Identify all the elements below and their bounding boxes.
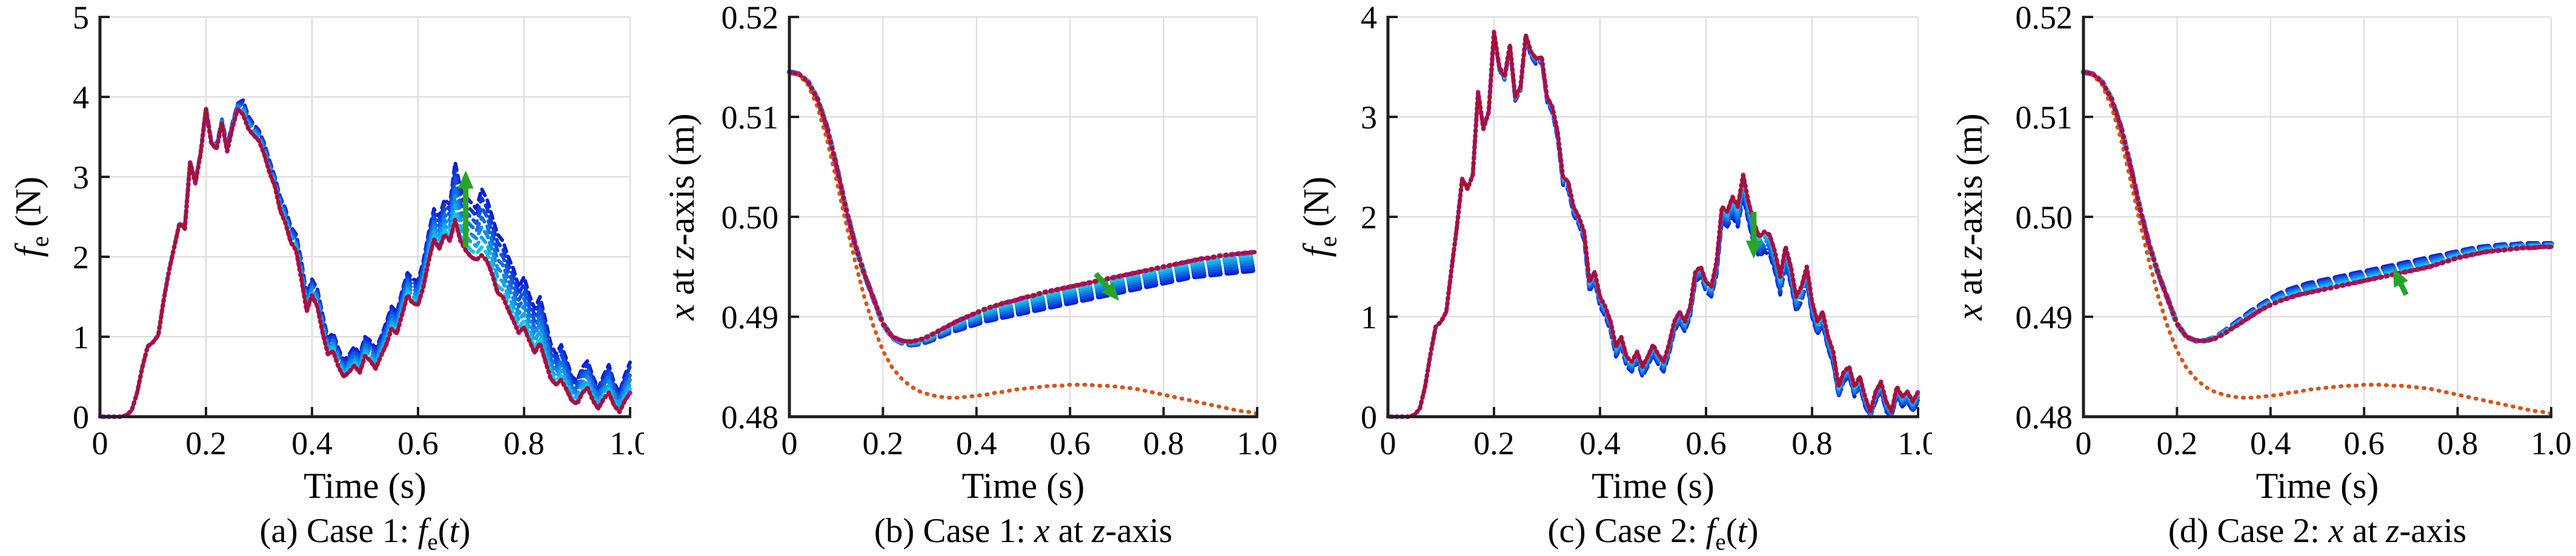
x-axis-label-a: Time (s) (304, 466, 427, 506)
caption-c: (c) Case 2: fe(t) (1547, 512, 1759, 555)
x-tick-label: 0.6 (2343, 425, 2385, 462)
y-axis-label-d: x at z-axis (m) (1950, 113, 1990, 320)
y-tick-label: 0.49 (2016, 299, 2073, 336)
y-tick-label: 4 (1361, 0, 1377, 36)
x-tick-label: 0.4 (291, 425, 333, 462)
subplot-c: 0 1 2 3 4 0 0.2 0.4 0.6 0.8 1.0 fe (N) Time (s) (c… (1288, 0, 1932, 556)
y-tick-label: 5 (73, 0, 89, 36)
series-fan-c (1386, 33, 1920, 419)
x-tick-label: 0.6 (1049, 425, 1090, 462)
x-tick-label: 0.8 (1143, 425, 1184, 462)
plot-svg-c: 0 1 2 3 4 0 0.2 0.4 0.6 0.8 1.0 (1361, 0, 1932, 462)
y-tick-label: 3 (73, 159, 89, 196)
series-nominal-b (787, 70, 1260, 344)
x-axis-label-c: Time (s) (1592, 466, 1715, 506)
series-nominal-a (98, 107, 632, 419)
series-fan-d (2080, 69, 2554, 344)
series-reference-b (787, 70, 1260, 416)
y-tick-label: 0 (73, 399, 89, 435)
x-tick-label: 1.0 (1237, 425, 1278, 462)
trend-arrow-head (2393, 268, 2408, 288)
y-tick-label: 1 (1361, 299, 1377, 336)
y-axis-label-a: fe (N) (8, 176, 54, 257)
trend-arrow-head (1101, 282, 1120, 301)
x-tick-label: 0.4 (2250, 425, 2291, 462)
y-tick-label: 4 (73, 79, 89, 116)
series-fan-b (786, 69, 1260, 345)
series-fan-c (1386, 32, 1920, 419)
x-axis-label-d: Time (s) (2256, 466, 2379, 506)
series-fan-d (2080, 69, 2554, 344)
x-tick-label: 0.6 (397, 425, 439, 462)
y-tick-label: 0 (1361, 399, 1377, 435)
x-tick-label: 0.8 (2437, 425, 2478, 462)
x-tick-label: 1.0 (1897, 425, 1932, 462)
subplot-b: 0.48 0.49 0.50 0.51 0.52 0 0.2 0.4 0.6 0.8 1.0 x a… (644, 0, 1288, 556)
caption-d: (d) Case 2: x at z-axis (2168, 512, 2467, 550)
x-tick-label: 0.4 (1579, 425, 1621, 462)
y-tick-label: 0.48 (722, 399, 779, 435)
y-tick-label: 3 (1361, 99, 1377, 136)
x-tick-label: 0.6 (1685, 425, 1727, 462)
y-tick-label: 2 (73, 239, 89, 276)
y-tick-label: 0.49 (722, 299, 779, 336)
y-axis-label-c: fe (N) (1296, 176, 1342, 257)
x-tick-label: 0.2 (863, 425, 904, 462)
y-tick-label: 0.52 (722, 0, 779, 36)
x-tick-label: 1.0 (2531, 425, 2572, 462)
series-magenta-d (2080, 69, 2554, 343)
x-tick-label: 0.2 (185, 425, 227, 462)
caption-a: (a) Case 1: fe(t) (259, 512, 471, 555)
caption-b: (b) Case 1: x at z-axis (874, 512, 1173, 550)
x-tick-label: 0.4 (956, 425, 997, 462)
x-tick-label: 0 (1380, 425, 1396, 462)
trend-arrow-head (457, 170, 474, 189)
y-tick-label: 1 (73, 319, 89, 356)
series-nominal-c (1386, 30, 1920, 419)
series-fan-d (2080, 69, 2554, 344)
y-tick-label: 0.51 (2016, 99, 2073, 136)
x-tick-label: 1.0 (609, 425, 644, 462)
y-tick-label: 0.51 (722, 99, 779, 136)
subplot-d: 0.48 0.49 0.50 0.51 0.52 0 0.2 0.4 0.6 0.8 1.0 x a… (1932, 0, 2576, 556)
series-fan-d (2080, 69, 2554, 344)
y-tick-label: 2 (1361, 199, 1377, 236)
x-tick-label: 0 (782, 425, 798, 462)
series-fan-d (2080, 69, 2554, 344)
y-tick-label: 0.50 (2016, 199, 2073, 236)
plot-svg-d: 0.48 0.49 0.50 0.51 0.52 0 0.2 0.4 0.6 0.8 1.0 (2016, 0, 2572, 462)
series-nominal-d (2081, 70, 2554, 343)
x-tick-label: 0.2 (1473, 425, 1515, 462)
series-fan-d (2080, 69, 2554, 344)
subplot-a: 0 1 2 3 4 5 0 0.2 0.4 0.6 0.8 1.0 fe (N) Time (s) (… (0, 0, 644, 556)
x-tick-label: 0.8 (1791, 425, 1833, 462)
plot-svg-b: 0.48 0.49 0.50 0.51 0.52 0 0.2 0.4 0.6 0.8 1.0 (722, 0, 1278, 462)
series-fan-a (98, 105, 632, 419)
x-axis-label-b: Time (s) (961, 466, 1085, 506)
trend-arrow-head (1745, 240, 1762, 259)
series-magenta-a (98, 107, 632, 419)
y-tick-label: 0.52 (2016, 0, 2073, 36)
x-tick-label: 0.2 (2157, 425, 2198, 462)
series-fan-d (2080, 69, 2554, 344)
series-fan-c (1386, 33, 1920, 419)
x-tick-label: 0 (92, 425, 108, 462)
x-tick-label: 0.8 (503, 425, 545, 462)
y-tick-label: 0.50 (722, 199, 779, 236)
plot-svg-a: 0 1 2 3 4 5 0 0.2 0.4 0.6 0.8 1.0 (73, 0, 644, 462)
y-axis-label-b: x at z-axis (m) (662, 113, 702, 320)
x-tick-label: 0 (2076, 425, 2092, 462)
series-reference-d (2081, 70, 2554, 416)
y-tick-label: 0.48 (2016, 399, 2073, 435)
